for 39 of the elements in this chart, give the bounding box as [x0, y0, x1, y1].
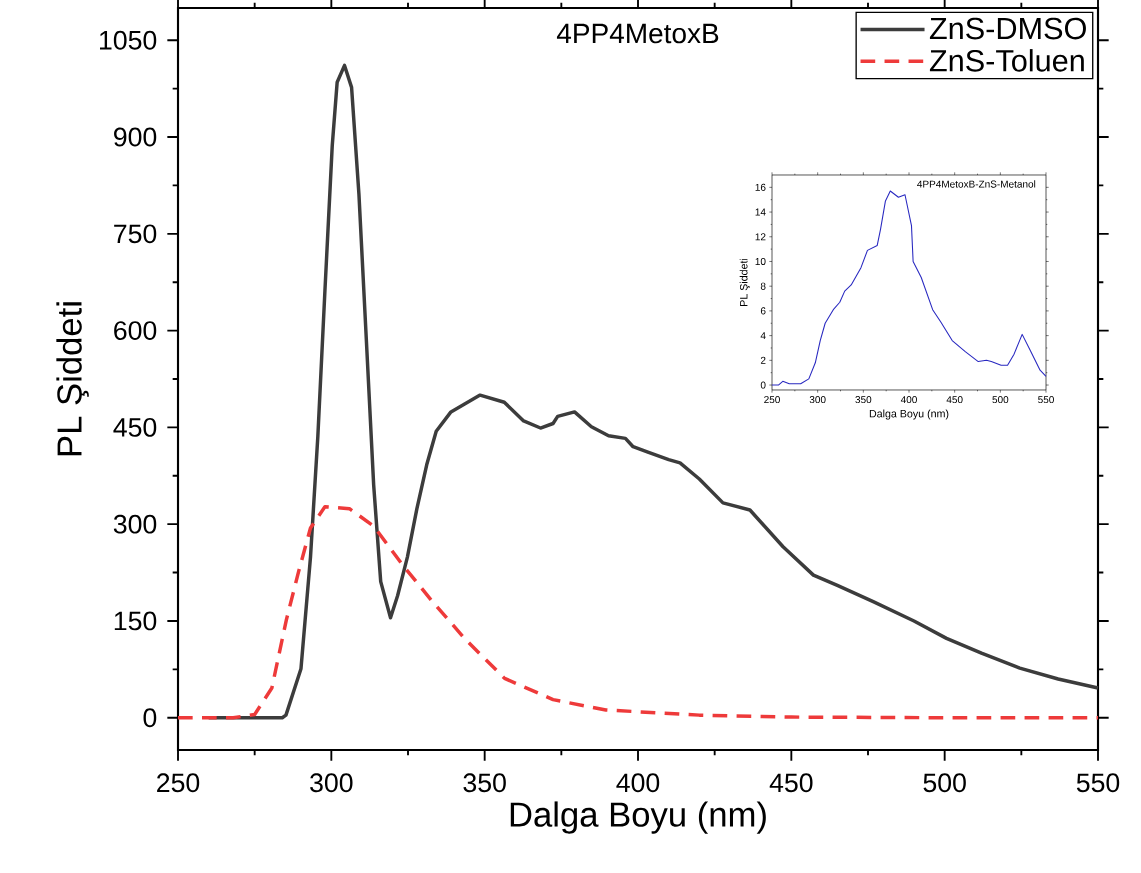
x-tick-label: 350: [855, 396, 872, 404]
y-tick-label: 600: [114, 321, 157, 341]
y-tick-label: 2: [760, 356, 766, 364]
y-tick-label: 4: [760, 332, 766, 340]
y-tick-label: 8: [760, 282, 766, 290]
y-tick-label: 10: [755, 257, 766, 266]
y-tick-label: 1050: [100, 30, 157, 50]
x-tick-label: 550: [1038, 396, 1054, 404]
y-tick-label: 150: [114, 611, 157, 631]
x-axis-title: Dalga Boyu (nm): [510, 801, 766, 834]
legend-label: ZnS-Toluen: [929, 49, 1084, 72]
x-tick-label: 300: [310, 773, 353, 793]
y-tick-label: 12: [755, 233, 766, 241]
x-tick-label: 500: [992, 396, 1009, 404]
y-tick-label: 6: [760, 307, 766, 315]
x-axis-title: Dalga Boyu (nm): [869, 409, 949, 420]
x-tick-label: 250: [764, 396, 780, 404]
x-tick-label: 450: [946, 396, 963, 404]
x-tick-label: 400: [900, 396, 917, 404]
y-axis-title: PL Şiddeti: [56, 302, 89, 456]
x-tick-label: 550: [1076, 773, 1120, 793]
x-tick-label: 350: [463, 773, 506, 793]
x-tick-label: 300: [809, 396, 826, 404]
y-axis-title: PL Şiddeti: [739, 258, 750, 306]
x-tick-label: 250: [157, 773, 200, 793]
y-tick-label: 450: [113, 417, 157, 437]
x-tick-label: 400: [616, 773, 660, 793]
y-tick-label: 900: [114, 127, 157, 147]
y-tick-label: 0: [143, 708, 157, 728]
y-tick-label: 300: [113, 514, 157, 534]
annotation: 4PP4MetoxB: [556, 23, 719, 44]
y-tick-label: 16: [755, 183, 766, 191]
legend-label: ZnS-DMSO: [929, 17, 1086, 40]
x-tick-label: 500: [923, 773, 966, 793]
y-tick-label: 750: [114, 224, 157, 244]
chart-title: 4PP4MetoxB-ZnS-Metanol: [917, 180, 1036, 188]
line-series: [176, 505, 1100, 720]
y-tick-label: 0: [760, 381, 766, 389]
y-tick-label: 14: [755, 208, 766, 216]
